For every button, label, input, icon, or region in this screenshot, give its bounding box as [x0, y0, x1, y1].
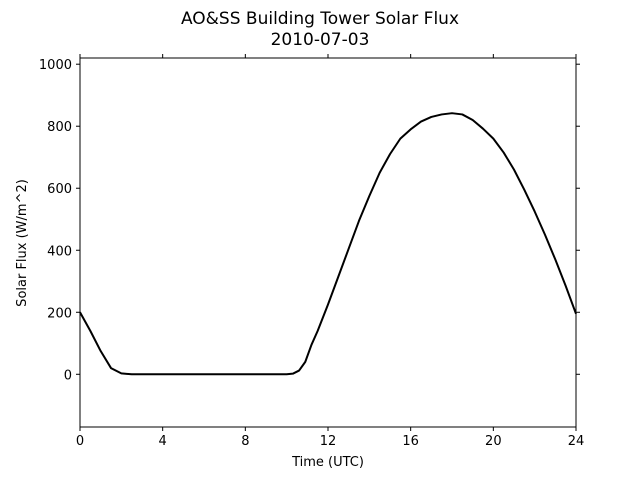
x-tick-label: 0 [76, 434, 84, 449]
x-tick-label: 24 [568, 434, 585, 449]
chart-subtitle: 2010-07-03 [271, 30, 370, 50]
y-tick-label: 200 [47, 306, 72, 321]
x-tick-label: 8 [241, 434, 249, 449]
x-tick-label: 4 [159, 434, 167, 449]
plot-area: 0 4 8 12 16 20 24 0 200 400 600 800 1000 [39, 54, 584, 449]
x-axis-label: Time (UTC) [291, 455, 364, 470]
y-tick-label: 0 [64, 368, 72, 383]
series-line-0 [79, 112, 577, 376]
y-tick-label: 400 [47, 244, 72, 259]
x-tick-label: 16 [402, 434, 419, 449]
y-tick-label: 1000 [39, 58, 72, 73]
y-tick-label: 600 [47, 182, 72, 197]
y-axis-label: Solar Flux (W/m^2) [15, 179, 30, 307]
y-tick-label: 800 [47, 120, 72, 135]
x-tick-label: 12 [320, 434, 337, 449]
plot-frame [79, 57, 577, 428]
x-tick-label: 20 [485, 434, 502, 449]
chart-title: AO&SS Building Tower Solar Flux [181, 9, 459, 29]
